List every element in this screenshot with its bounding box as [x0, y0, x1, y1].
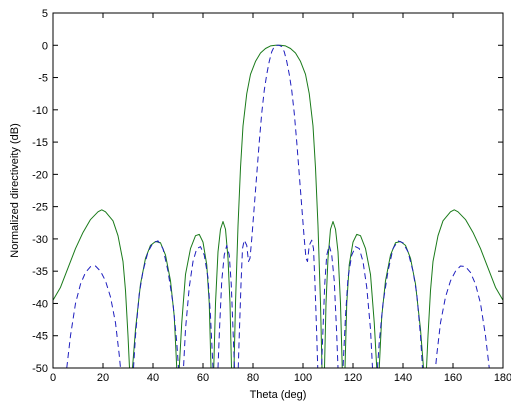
- x-tick-label: 120: [344, 372, 362, 384]
- y-tick-label: -10: [32, 105, 48, 117]
- y-tick-label: 5: [42, 8, 48, 20]
- x-axis-label: Theta (deg): [250, 389, 307, 401]
- x-tick-label: 140: [394, 372, 412, 384]
- plot-frame: [52, 12, 504, 369]
- y-tick-label: -40: [32, 298, 48, 310]
- y-tick-label: -20: [32, 169, 48, 181]
- y-tick-label: -25: [32, 202, 48, 214]
- x-tick-label: 0: [50, 372, 56, 384]
- y-tick-label: -30: [32, 234, 48, 246]
- y-tick-label: -15: [32, 137, 48, 149]
- x-tick-label: 20: [97, 372, 109, 384]
- y-axis-label: Normalized directiveity (dB): [9, 123, 21, 257]
- x-tick-label: 60: [197, 372, 209, 384]
- y-tick-label: -50: [32, 363, 48, 375]
- x-tick-label: 180: [494, 372, 511, 384]
- x-tick-label: 80: [247, 372, 259, 384]
- x-tick-label: 100: [294, 372, 312, 384]
- x-tick-label: 40: [147, 372, 159, 384]
- series-layer: [53, 44, 503, 368]
- y-tick-label: 0: [42, 40, 48, 52]
- y-tick-label: -5: [38, 73, 48, 85]
- y-tick-label: -45: [32, 331, 48, 343]
- x-tick-label: 160: [444, 372, 462, 384]
- y-tick-label: -35: [32, 266, 48, 278]
- tick-layer: 0 20 40 60 80 100 120 140 160 180 5 0 -5 -10 -15 -20 -25…: [32, 8, 511, 384]
- series-line-dashed: [66, 44, 490, 368]
